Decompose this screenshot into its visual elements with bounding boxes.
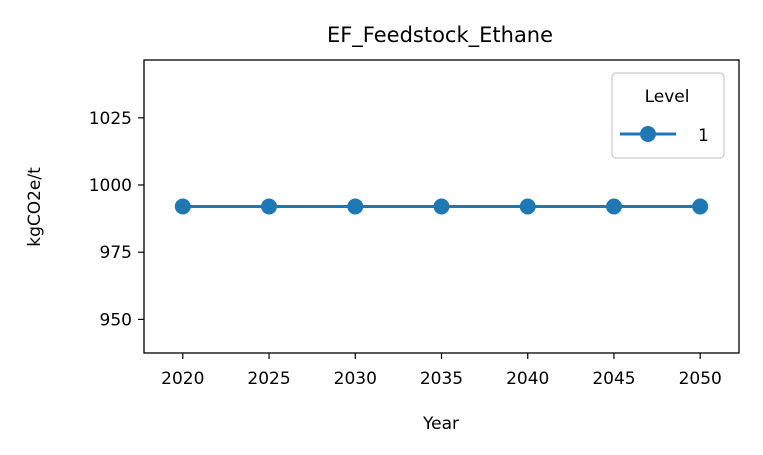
y-tick-label: 950 (100, 310, 132, 330)
x-axis: 2020 2025 2030 2035 2040 2045 2050 (161, 353, 722, 389)
legend-entry-label: 1 (698, 126, 709, 146)
data-point (519, 198, 536, 215)
data-point (261, 198, 278, 215)
x-tick-label: 2040 (506, 369, 549, 389)
chart-title: EF_Feedstock_Ethane (327, 23, 553, 48)
data-point (692, 198, 709, 215)
x-axis-label: Year (422, 414, 459, 434)
x-tick-label: 2020 (161, 369, 204, 389)
y-axis: 950 975 1000 1025 (89, 109, 144, 330)
series-layer (174, 198, 709, 215)
data-point (174, 198, 191, 215)
y-tick-label: 1000 (89, 176, 132, 196)
y-tick-label: 975 (100, 243, 132, 263)
x-tick-label: 2050 (679, 369, 722, 389)
legend-frame (611, 72, 725, 159)
plot-area: 2020 2025 2030 2035 2040 2045 2050 950 975 1000 1… (89, 59, 740, 389)
x-tick-label: 2035 (420, 369, 463, 389)
data-point (347, 198, 364, 215)
data-point (433, 198, 450, 215)
legend: Level 1 (611, 72, 725, 159)
y-tick-label: 1025 (89, 109, 132, 129)
data-point (605, 198, 622, 215)
legend-title: Level (645, 87, 690, 107)
legend-marker-swatch (640, 126, 656, 142)
x-tick-label: 2045 (592, 369, 635, 389)
x-tick-label: 2030 (334, 369, 377, 389)
x-tick-label: 2025 (247, 369, 290, 389)
y-axis-label: kgCO2e/t (25, 167, 45, 247)
